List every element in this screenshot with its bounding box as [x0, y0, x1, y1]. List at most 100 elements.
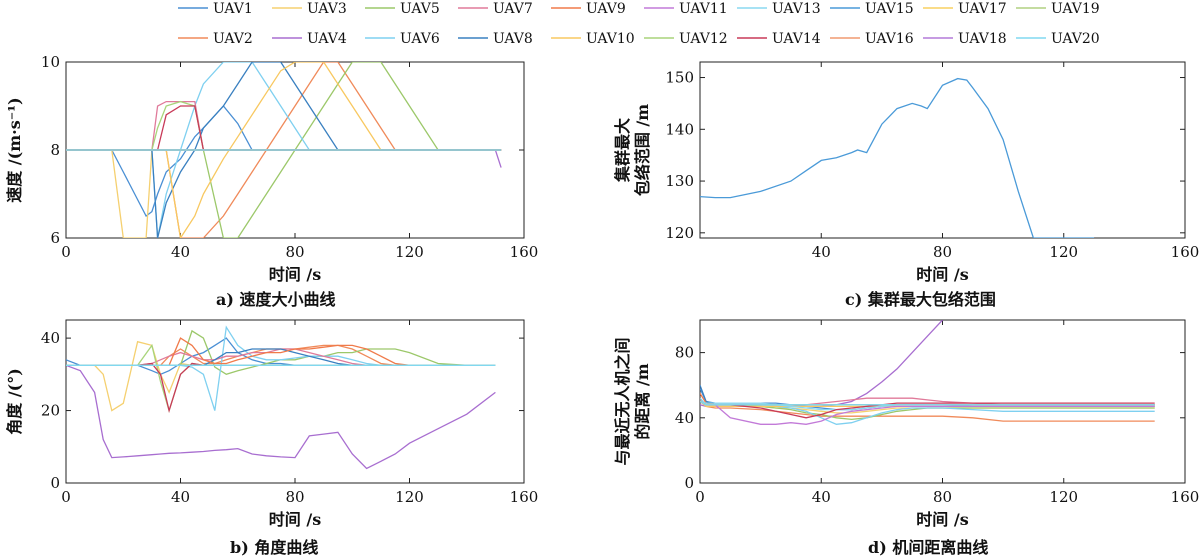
legend-label: UAV20: [1051, 31, 1100, 47]
series-line-uav4: [66, 364, 496, 470]
panel-caption: c) 集群最大包络范围: [845, 290, 996, 309]
series-line-uav6: [700, 397, 1155, 425]
y-tick-label: 40: [41, 329, 60, 347]
x-tick-label: 160: [510, 243, 539, 261]
legend-label: UAV5: [400, 1, 440, 17]
legend: UAV1 UAV3 UAV5 UAV7 UAV9 UAV11 UAV13 UAV15 UAV17…: [178, 1, 1100, 47]
y-tick-label: 130: [665, 172, 694, 190]
x-tick-label: 80: [285, 488, 304, 506]
legend-item-uav6: UAV6: [365, 31, 440, 47]
x-tick-label: 160: [1171, 243, 1200, 261]
legend-label: UAV16: [865, 31, 914, 47]
legend-item-uav2: UAV2: [178, 31, 253, 47]
y-tick-label: 0: [50, 474, 60, 492]
legend-label: UAV15: [865, 1, 914, 17]
legend-item-uav1: UAV1: [178, 1, 253, 17]
x-tick-label: 160: [1171, 488, 1200, 506]
legend-label: UAV8: [493, 31, 533, 47]
panel-caption: d) 机间距离曲线: [868, 538, 988, 557]
x-tick-label: 120: [1049, 243, 1078, 261]
legend-label: UAV17: [958, 1, 1007, 17]
y-tick-label: 8: [50, 141, 60, 159]
x-tick-label: 0: [61, 488, 71, 506]
series-line-uav1: [66, 337, 496, 376]
series-line-uav12: [66, 100, 502, 151]
legend-item-uav8: UAV8: [458, 31, 533, 47]
series-group: [700, 77, 1095, 238]
series-group: [700, 320, 1155, 425]
y-tick-label: 80: [675, 344, 694, 362]
series-line-uav7: [66, 100, 502, 151]
x-tick-label: 80: [933, 488, 952, 506]
legend-item-uav18: UAV18: [923, 31, 1007, 47]
series-group: [66, 325, 496, 470]
series-line-uav11: [700, 400, 1155, 425]
y-tick-label: 20: [41, 402, 60, 420]
legend-label: UAV14: [772, 31, 821, 47]
x-tick-label: 120: [395, 243, 424, 261]
series-line-uav14: [66, 105, 502, 151]
panel-caption: b) 角度曲线: [230, 538, 318, 557]
x-axis-label: 时间 /s: [916, 265, 968, 284]
x-tick-label: 80: [285, 243, 304, 261]
legend-label: UAV10: [586, 31, 635, 47]
legend-item-uav9: UAV9: [551, 1, 626, 17]
legend-label: UAV11: [679, 1, 728, 17]
legend-label: UAV4: [307, 31, 347, 47]
legend-label: UAV12: [679, 31, 728, 47]
legend-label: UAV6: [400, 31, 440, 47]
legend-item-uav16: UAV16: [830, 31, 914, 47]
y-axis-label: 速度 /(m·s⁻¹): [5, 97, 24, 203]
series-line-uav3: [66, 149, 502, 238]
x-tick-label: 120: [1049, 488, 1078, 506]
legend-label: UAV19: [1051, 1, 1100, 17]
x-tick-label: 40: [812, 243, 831, 261]
panel-a-speed-chart: 0 40 80 120 160 6 8 10 时间 /s 速度 /(m·s⁻¹) a) 速度大小曲线: [5, 53, 538, 309]
series-line-uav14: [700, 400, 1155, 419]
y-tick-label: 140: [665, 120, 694, 138]
x-tick-label: 40: [171, 488, 190, 506]
series-line-uav20: [700, 400, 1155, 406]
series-line-uav4: [700, 320, 943, 408]
x-tick-label: 80: [933, 243, 952, 261]
x-axis-label: 时间 /s: [269, 265, 321, 284]
legend-item-uav3: UAV3: [272, 1, 347, 17]
legend-label: UAV9: [586, 1, 626, 17]
y-tick-label: 6: [50, 229, 60, 247]
legend-item-uav14: UAV14: [737, 31, 821, 47]
legend-item-uav10: UAV10: [551, 31, 635, 47]
panel-c-envelope-chart: 40 80 120 160 120 130 140 150 时间 /s 集群最大包络范围 /m c)…: [613, 61, 1200, 309]
x-tick-label: 0: [695, 488, 705, 506]
legend-item-uav13: UAV13: [737, 1, 821, 17]
plot-frame: [699, 61, 1186, 239]
series-line-uav6: [66, 325, 496, 411]
x-tick-label: 0: [61, 243, 71, 261]
legend-item-uav15: UAV15: [830, 1, 914, 17]
legend-label: UAV2: [213, 31, 253, 47]
y-axis-label: 角度 /(°): [5, 368, 24, 435]
series-line: [700, 77, 1095, 238]
legend-label: UAV18: [958, 31, 1007, 47]
legend-label: UAV13: [772, 1, 821, 17]
series-line-uav4: [66, 149, 502, 168]
panel-b-angle-chart: 0 40 80 120 160 0 20 40 时间 /s 角度 /(°) b) 角度曲线: [5, 319, 538, 557]
x-axis-label: 时间 /s: [269, 510, 321, 529]
legend-item-uav19: UAV19: [1016, 1, 1100, 17]
legend-item-uav5: UAV5: [365, 1, 440, 17]
legend-item-uav20: UAV20: [1016, 31, 1100, 47]
legend-item-uav11: UAV11: [644, 1, 728, 17]
panel-caption: a) 速度大小曲线: [216, 290, 336, 309]
legend-item-uav12: UAV12: [644, 31, 728, 47]
panel-d-distance-chart: 0 40 80 120 160 0 40 80 时间 /s 与最近无人机之间的距离 /m d) 机间…: [613, 319, 1200, 557]
series-line-uav12: [66, 343, 496, 413]
y-tick-label: 150: [665, 69, 694, 87]
legend-label: UAV3: [307, 1, 347, 17]
plot-frame: [65, 319, 525, 484]
y-tick-label: 0: [684, 474, 694, 492]
legend-label: UAV7: [493, 1, 533, 17]
x-tick-label: 40: [171, 243, 190, 261]
y-axis-label: 与最近无人机之间的距离 /m: [613, 337, 652, 465]
legend-label: UAV1: [213, 1, 253, 17]
series-group: [66, 62, 502, 238]
x-axis-label: 时间 /s: [916, 510, 968, 529]
